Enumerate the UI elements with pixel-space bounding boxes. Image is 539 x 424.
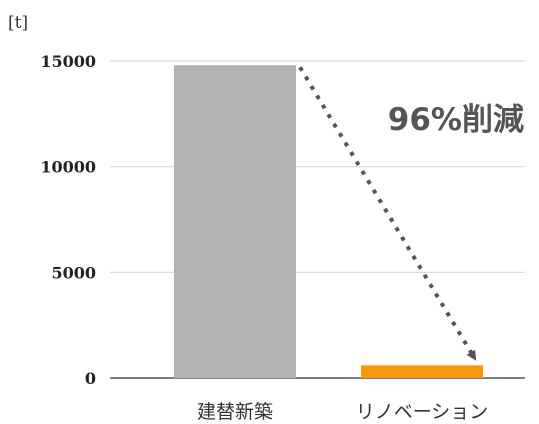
y-tick-label: 10000 <box>40 158 96 177</box>
reduction-arrow <box>298 66 477 361</box>
y-axis-unit-label: [t] <box>8 13 28 33</box>
bar-2 <box>361 365 483 378</box>
y-tick-label: 5000 <box>51 263 96 282</box>
category-label: リノベーション <box>356 401 489 423</box>
bar-1 <box>174 65 296 378</box>
category-label: 建替新築 <box>197 401 273 423</box>
y-tick-label: 0 <box>85 369 96 388</box>
reduction-annotation: 96%削減 <box>388 102 524 138</box>
y-tick-label: 15000 <box>40 52 96 71</box>
